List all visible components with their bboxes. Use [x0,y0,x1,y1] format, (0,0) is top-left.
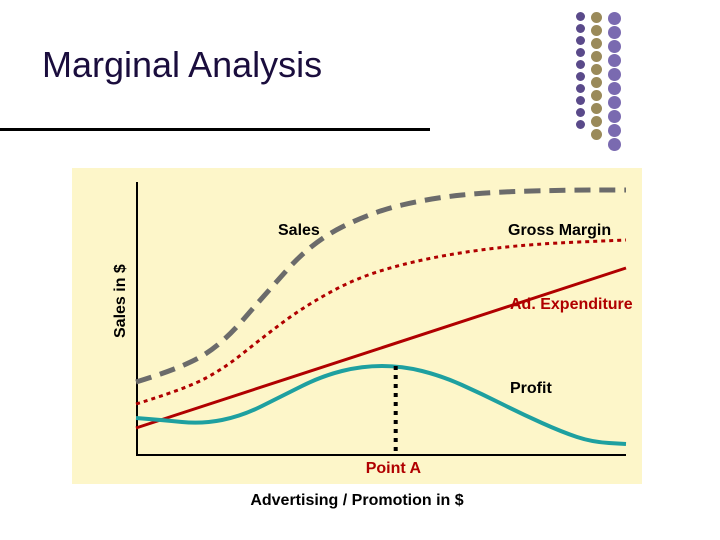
x-axis-label: Advertising / Promotion in $ [72,492,642,510]
profit-label: Profit [510,380,552,398]
point-a-label: Point A [366,460,421,478]
title-underline [0,128,430,131]
slide-title: Marginal Analysis [42,44,322,86]
gross-margin-label: Gross Margin [508,222,611,240]
sales-label: Sales [278,222,320,240]
ad-expenditure-label: Ad. Expenditure [510,296,633,314]
slide: Marginal Analysis Sales in $ Sales Gross… [0,0,720,540]
marginal-analysis-chart: Sales in $ Sales Gross Margin Ad. Expend… [72,168,642,484]
corner-dot-decoration [576,12,621,151]
